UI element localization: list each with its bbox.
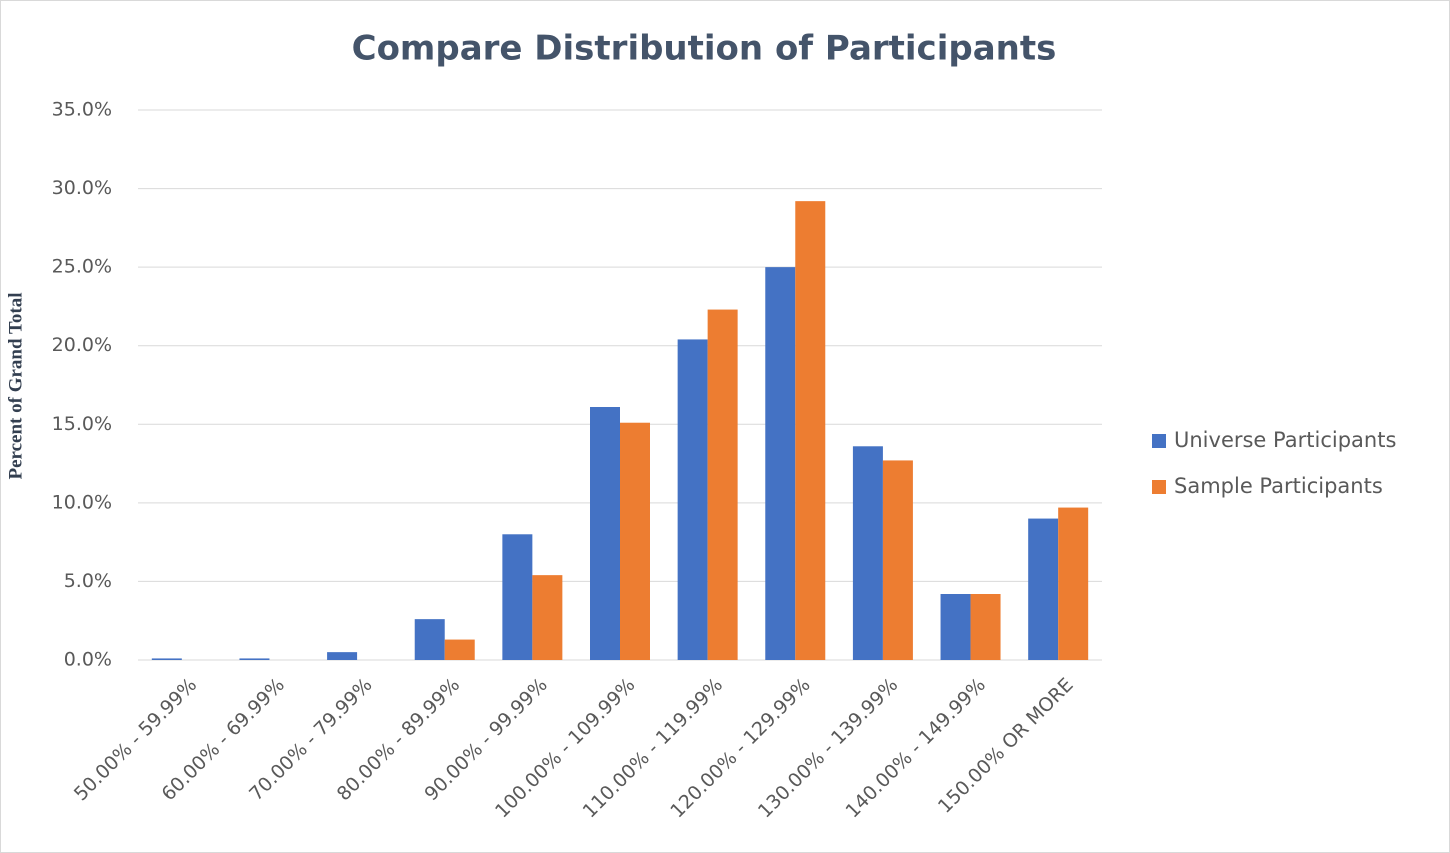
bar bbox=[327, 652, 358, 660]
bar bbox=[1058, 507, 1089, 660]
bar bbox=[707, 309, 738, 660]
bar bbox=[940, 594, 971, 660]
bar bbox=[970, 594, 1001, 660]
y-axis-label: Percent of Grand Total bbox=[5, 292, 26, 479]
bar bbox=[151, 658, 182, 660]
bar bbox=[590, 407, 620, 660]
legend-swatch bbox=[1152, 480, 1166, 494]
bar bbox=[765, 267, 796, 660]
legend-swatch bbox=[1152, 434, 1166, 448]
bar bbox=[444, 639, 475, 660]
y-tick-label: 5.0% bbox=[64, 570, 112, 592]
bar bbox=[677, 339, 708, 660]
y-tick-label: 35.0% bbox=[52, 99, 112, 121]
bar bbox=[502, 534, 533, 660]
y-tick-label: 30.0% bbox=[52, 177, 112, 199]
bar bbox=[620, 422, 650, 660]
y-tick-label: 10.0% bbox=[52, 491, 112, 513]
bar bbox=[882, 460, 913, 660]
y-tick-label: 20.0% bbox=[52, 334, 112, 356]
legend-label: Sample Participants bbox=[1174, 474, 1383, 498]
bar bbox=[1028, 518, 1059, 660]
bar bbox=[239, 658, 270, 660]
y-tick-label: 25.0% bbox=[52, 256, 112, 278]
bar bbox=[795, 201, 826, 660]
chart-title: Compare Distribution of Participants bbox=[352, 29, 1057, 69]
bar bbox=[414, 619, 445, 660]
y-tick-label: 0.0% bbox=[64, 649, 112, 671]
bar bbox=[532, 575, 563, 660]
bar bbox=[852, 446, 883, 660]
y-tick-label: 15.0% bbox=[52, 413, 112, 435]
legend-label: Universe Participants bbox=[1174, 428, 1396, 452]
